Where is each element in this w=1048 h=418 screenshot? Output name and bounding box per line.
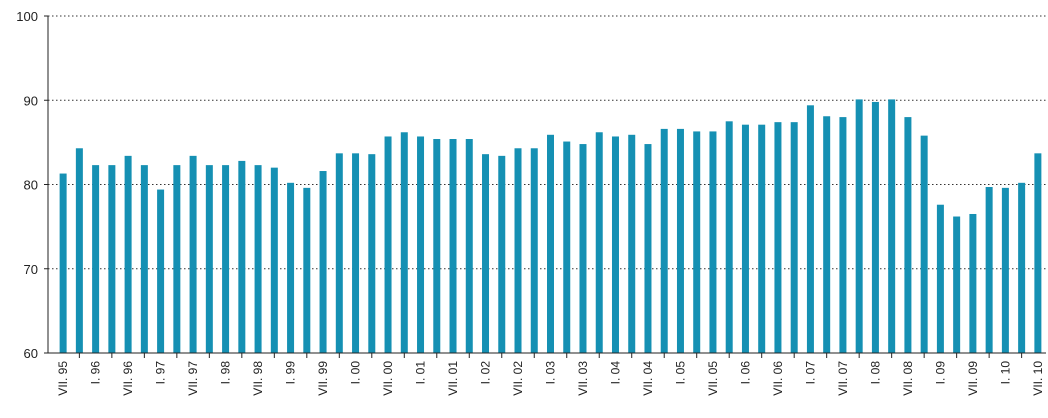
y-tick-label: 90 [24,93,38,108]
x-tick-label: I. 08 [868,361,882,385]
x-tick-label: I. 99 [284,361,298,385]
bar [59,173,67,353]
bar [904,117,912,353]
x-tick-label: I. 09 [933,361,947,385]
x-tick-label: VII. 98 [251,361,265,396]
x-tick-label: VII. 01 [446,361,460,396]
x-tick-label: I. 02 [479,361,493,385]
x-tick-label: I. 10 [998,361,1012,385]
bar [774,122,782,353]
bar [969,213,977,353]
bar [953,216,961,353]
bar [1018,182,1026,353]
bar [563,141,571,353]
bar [140,165,148,353]
bar [384,136,392,353]
x-tick-label: I. 00 [349,361,363,385]
bar [936,204,944,353]
x-tick-label: VII. 10 [1031,361,1045,396]
bar [352,153,360,353]
bar [644,144,652,353]
bar [417,136,425,353]
bar [287,182,295,353]
bar [839,117,847,353]
x-tick-label: VII. 04 [641,361,655,396]
bar [108,165,116,353]
x-tick-label: VII. 05 [706,361,720,396]
bar [660,128,668,353]
bar [823,116,831,353]
bar [75,148,83,353]
bar [725,121,733,353]
x-tick-label: VII. 07 [836,361,850,396]
x-tick-label: VII. 09 [966,361,980,396]
bar [693,131,701,353]
bar [222,165,230,353]
x-tick-label: I. 98 [219,361,233,385]
bar [790,122,798,353]
x-tick-label: I. 03 [544,361,558,385]
bar [741,124,749,354]
bar [888,99,896,353]
x-tick-label: VII. 08 [901,361,915,396]
x-tick-label: VII. 00 [381,361,395,396]
bar [254,165,262,353]
x-tick-label: I. 04 [608,361,622,385]
x-tick-label: I. 07 [803,361,817,385]
bar [855,99,863,353]
x-tick-label: VII. 96 [121,361,135,396]
bar [400,132,408,353]
bar [482,154,490,353]
bar [270,167,278,353]
bar [611,136,619,353]
bar [238,160,246,353]
x-tick-label: I. 97 [154,361,168,385]
x-tick-label: I. 01 [414,361,428,385]
bar [985,187,993,353]
bar [709,131,717,353]
bar [433,139,441,353]
y-tick-label: 70 [24,262,38,277]
x-tick-label: VII. 95 [56,361,70,396]
bar [189,155,197,353]
x-tick-label: VII. 97 [186,361,200,396]
x-tick-label: VII. 06 [771,361,785,396]
bar [1001,187,1009,353]
bar [124,155,132,353]
bar [579,144,587,353]
bar [205,165,213,353]
bar [871,101,879,353]
bar [465,139,473,353]
bar [498,155,506,353]
bar [157,189,165,353]
bar [595,132,603,353]
bar [758,124,766,354]
bar [449,139,457,353]
y-tick-label: 100 [16,9,38,24]
x-tick-label: I. 96 [89,361,103,385]
bar [1034,153,1042,353]
bar [319,171,327,353]
bar [806,105,814,354]
bar [628,134,636,353]
bar [530,148,538,353]
bar [368,154,376,353]
x-tick-label: I. 06 [738,361,752,385]
x-tick-label: VII. 02 [511,361,525,396]
bar [92,165,100,353]
y-tick-label: 60 [24,346,38,361]
x-tick-label: I. 05 [673,361,687,385]
bar [303,187,311,353]
x-tick-label: VII. 03 [576,361,590,396]
bar [920,135,928,353]
bar [173,165,181,353]
bar [335,153,343,353]
y-tick-label: 80 [24,178,38,193]
bar [676,128,684,353]
bar [514,148,522,353]
bar [547,134,554,353]
x-tick-label: VII. 99 [316,361,330,396]
